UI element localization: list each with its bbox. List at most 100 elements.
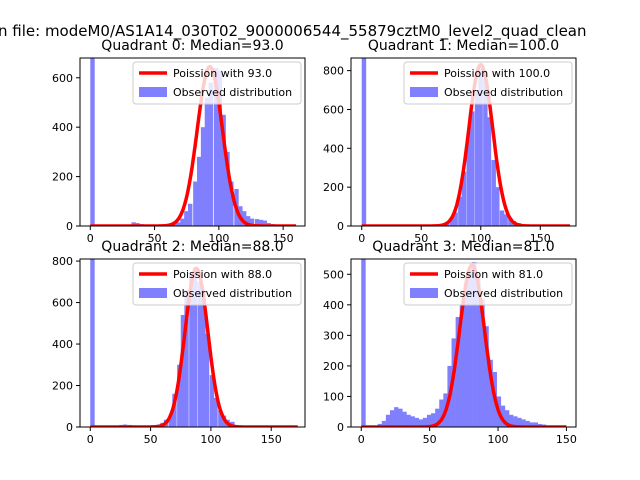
histogram-bar — [254, 219, 260, 226]
legend-box — [132, 262, 302, 306]
x-tick-label: 50 — [144, 433, 158, 446]
histogram-bar — [508, 414, 514, 427]
poisson-curve — [360, 63, 572, 226]
histogram-bar — [262, 220, 267, 226]
histogram-bar — [463, 283, 469, 427]
histogram-bar — [193, 181, 198, 226]
observed-histogram — [361, 58, 533, 226]
x-tick-label: 100 — [488, 433, 509, 446]
histogram-bar — [217, 70, 222, 226]
histogram-bar — [455, 317, 461, 427]
y-tick-label: 200 — [52, 171, 73, 184]
histogram-bar — [361, 259, 366, 427]
y-tick-label: 800 — [323, 65, 344, 78]
histogram-bar — [474, 90, 480, 226]
histogram-bar — [208, 82, 213, 226]
histogram-bar — [513, 416, 518, 427]
y-tick-label: 0 — [66, 421, 73, 434]
legend-entry-poisson: Poission with 81.0 — [444, 268, 543, 281]
subplot-quadrant-2: 0 50 100 150 0 200 400 600 800 Quadrant 2: Median… — [52, 239, 306, 446]
histogram-bar — [213, 397, 218, 427]
subplot-title: Quadrant 0: Median=93.0 — [101, 38, 283, 54]
histogram-bar — [453, 212, 458, 226]
axes-frame — [350, 57, 577, 227]
legend-bar-swatch — [139, 87, 167, 97]
histogram-bar — [508, 218, 513, 226]
x-tick-label: 100 — [208, 232, 229, 245]
histogram-bar — [172, 393, 177, 427]
histogram-bar — [418, 419, 424, 427]
histogram-bar — [389, 410, 395, 427]
histogram-bar — [192, 267, 198, 427]
legend-bar-swatch — [139, 288, 167, 298]
y-tick-label: 600 — [52, 297, 73, 310]
x-tick-label: 150 — [261, 433, 282, 446]
x-tick-label: 50 — [414, 232, 428, 245]
y-tick-label: 800 — [52, 255, 73, 268]
plot-area — [360, 58, 572, 226]
poisson-curve — [89, 64, 298, 226]
axes-frame — [79, 57, 306, 227]
histogram-bar — [361, 58, 367, 226]
x-tick-label: 0 — [87, 433, 94, 446]
histogram-bar — [449, 218, 455, 226]
legend-entry-poisson: Poission with 93.0 — [173, 67, 272, 80]
histogram-bar — [225, 151, 230, 226]
legend-entry-observed: Observed distribution — [173, 86, 292, 99]
histogram-bar — [499, 210, 505, 226]
x-tick-label: 0 — [358, 232, 365, 245]
subplot-quadrant-0: 0 50 100 150 0 200 400 600 Quadrant 0: Median=93… — [52, 38, 306, 245]
histogram-bar — [414, 417, 420, 427]
histogram-bar — [204, 97, 210, 226]
histogram-bar — [525, 420, 530, 427]
legend-bar-swatch — [410, 288, 438, 298]
legend-box — [403, 262, 573, 306]
x-tick-label: 150 — [273, 232, 294, 245]
histogram-bar — [249, 218, 255, 226]
histogram-bar — [189, 275, 194, 427]
x-tick-label: 50 — [423, 433, 437, 446]
histogram-bar — [521, 419, 526, 427]
histogram-bar — [90, 58, 95, 226]
y-tick-label: 0 — [337, 220, 344, 233]
histogram-bar — [484, 326, 489, 427]
histogram-bar — [426, 414, 432, 427]
figure-suptitle: n file: modeM0/AS1A14_030T02_9000006544_… — [0, 22, 587, 41]
histogram-bar — [177, 364, 182, 427]
legend: Poission with 88.0 Observed distribution — [132, 262, 302, 306]
histogram-bar — [221, 114, 226, 226]
histogram-bar — [200, 127, 206, 226]
legend-entry-poisson: Poission with 100.0 — [444, 67, 550, 80]
histogram-bar — [406, 414, 411, 427]
histogram-bar — [458, 196, 463, 226]
histogram-bar — [470, 111, 475, 226]
y-tick-label: 200 — [323, 181, 344, 194]
legend-bar-swatch — [410, 87, 438, 97]
y-tick-label: 100 — [323, 390, 344, 403]
histogram-bar — [131, 222, 136, 226]
histogram-bar — [478, 68, 483, 226]
histogram-bar — [480, 298, 485, 427]
x-tick-label: 0 — [358, 433, 365, 446]
legend: Poission with 93.0 Observed distribution — [132, 61, 302, 105]
histogram-bar — [176, 222, 181, 226]
subplot-title: Quadrant 1: Median=100.0 — [368, 38, 559, 54]
y-tick-label: 600 — [52, 72, 73, 85]
histogram-bar — [201, 292, 206, 427]
y-tick-label: 600 — [323, 103, 344, 116]
x-tick-label: 50 — [148, 232, 162, 245]
plot-area — [89, 58, 298, 226]
subplot-title: Quadrant 2: Median=88.0 — [101, 239, 283, 255]
subplot-quadrant-3: 0 50 100 150 0 100 200 300 400 500 Quadrant 3: Med… — [323, 239, 577, 446]
x-tick-label: 150 — [530, 232, 551, 245]
histogram-bar — [435, 408, 440, 427]
histogram-bar — [472, 262, 477, 427]
x-tick-label: 100 — [470, 232, 491, 245]
legend: Poission with 100.0 Observed distribution — [403, 61, 573, 105]
histogram-bar — [467, 268, 473, 427]
x-tick-label: 0 — [87, 232, 94, 245]
histogram-bar — [422, 417, 428, 427]
y-tick-label: 200 — [52, 380, 73, 393]
histogram-bar — [229, 181, 234, 226]
x-tick-label: 100 — [200, 433, 221, 446]
